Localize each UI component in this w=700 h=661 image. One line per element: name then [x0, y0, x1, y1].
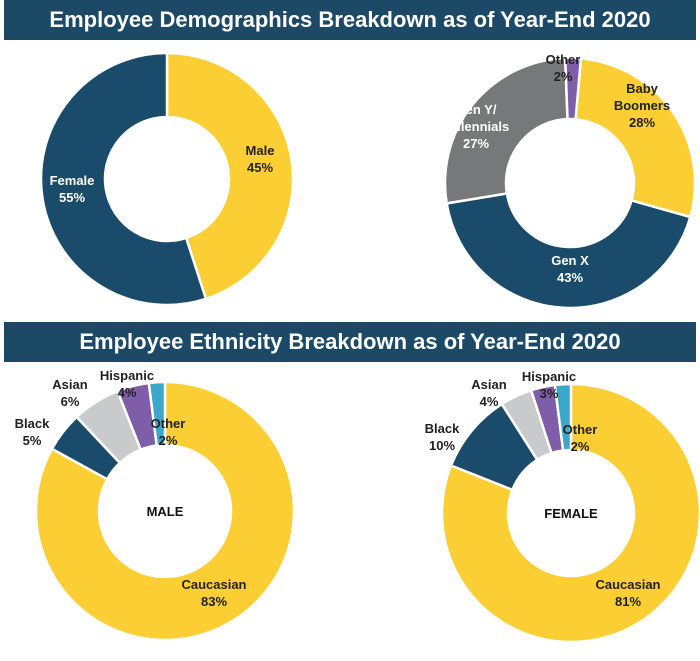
generation-label-baby-boomers: Baby Boomers 28%: [614, 81, 670, 130]
generation-slice-other: [563, 56, 583, 121]
ethnicity_female-label-other: Other 2%: [563, 422, 598, 454]
ethnicity_female-label-asian: Asian 4%: [471, 377, 506, 409]
generation-label-gen-y-millennials: Gen Y/Millennials 27%: [443, 102, 509, 151]
ethnicity_male-center-label: MALE: [147, 504, 184, 519]
ethnicity_male-label-caucasian: Caucasian 83%: [181, 577, 246, 609]
demographics-banner: Employee Demographics Breakdown as of Ye…: [4, 0, 696, 40]
ethnicity-banner: Employee Ethnicity Breakdown as of Year-…: [4, 322, 696, 362]
demographics-title: Employee Demographics Breakdown as of Ye…: [49, 7, 651, 32]
ethnicity_female-center-label: FEMALE: [544, 506, 598, 521]
ethnicity-title: Employee Ethnicity Breakdown as of Year-…: [79, 329, 621, 354]
ethnicity_male-label-asian: Asian 6%: [52, 377, 87, 409]
ethnicity_female-label-hispanic: Hispanic 3%: [522, 369, 576, 401]
ethnicity_male-slice-caucasian: [34, 380, 296, 642]
ethnicity_male-label-other: Other 2%: [151, 416, 186, 448]
ethnicity_male-slice-other: [147, 380, 167, 447]
generation-label-gen-x: Gen X 43%: [551, 253, 589, 285]
gender-slice-female: [39, 51, 208, 307]
ethnicity_female-slice-other: [553, 382, 573, 452]
ethnicity_female-label-black: Black 10%: [425, 421, 460, 453]
generation-slice-gen-x: [445, 192, 692, 310]
generation-label-other: Other 2%: [546, 52, 581, 84]
generation-slice-baby-boomers: [574, 57, 697, 219]
ethnicity_female-label-caucasian: Caucasian 81%: [595, 577, 660, 609]
gender-label-female: Female 55%: [50, 173, 95, 205]
gender-label-male: Male 45%: [246, 143, 275, 175]
ethnicity_male-label-hispanic: Hispanic 4%: [100, 368, 154, 400]
ethnicity_female-slice-caucasian: [440, 382, 700, 644]
ethnicity_male-label-black: Black 5%: [15, 416, 50, 448]
generation-slice-gen-y-millennials: [443, 56, 569, 205]
gender-slice-male: [165, 51, 295, 301]
